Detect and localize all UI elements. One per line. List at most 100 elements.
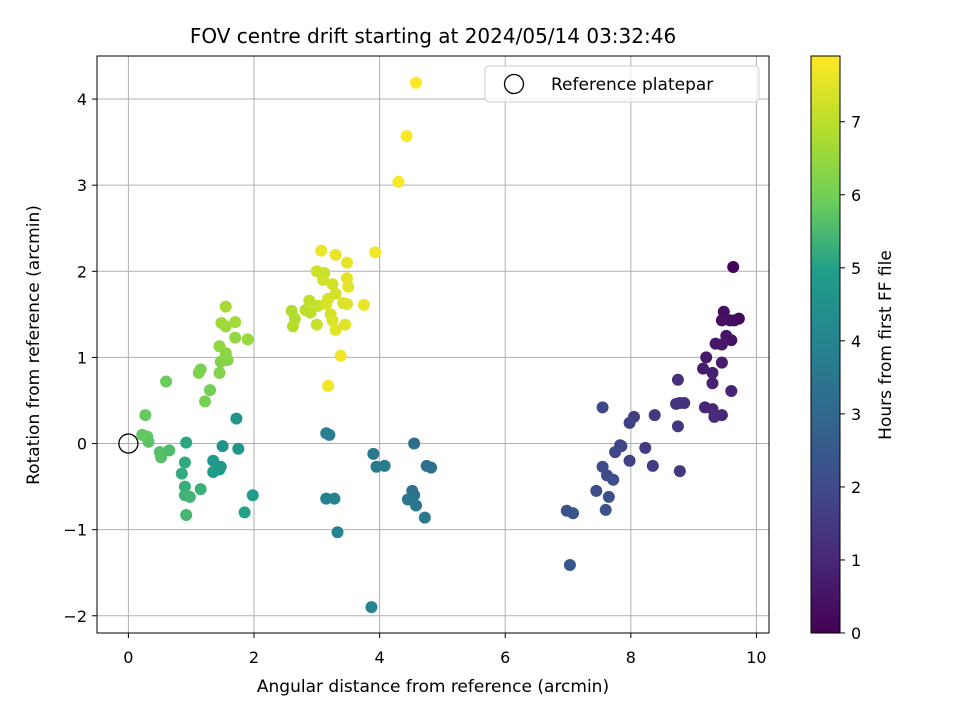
scatter-point — [708, 410, 721, 423]
scatter-point — [329, 248, 342, 261]
scatter-point — [317, 273, 330, 286]
scatter-point — [329, 323, 342, 336]
scatter-point — [596, 401, 609, 414]
scatter-point — [238, 506, 251, 519]
scatter-point — [418, 511, 431, 524]
colorbar-tick-label: 3 — [851, 405, 861, 424]
scatter-point — [340, 272, 353, 285]
scatter-point — [700, 351, 713, 364]
x-tick-label: 2 — [249, 648, 259, 667]
scatter-point — [213, 366, 226, 379]
scatter-point — [194, 483, 207, 496]
scatter-point — [410, 76, 423, 89]
legend-reference-label: Reference platepar — [551, 75, 713, 95]
colorbar-tick-label: 4 — [851, 332, 861, 351]
scatter-point — [303, 294, 316, 307]
x-tick-label: 8 — [626, 648, 636, 667]
scatter-point — [648, 409, 661, 422]
scatter-point — [160, 375, 173, 388]
y-tick-label: 3 — [77, 176, 87, 195]
scatter-point — [136, 428, 149, 441]
scatter-point — [175, 467, 188, 480]
scatter-point — [180, 436, 193, 449]
x-tick-label: 4 — [375, 648, 385, 667]
y-tick-label: 1 — [77, 348, 87, 367]
scatter-point — [671, 420, 684, 433]
colorbar-tick-label: 1 — [851, 551, 861, 570]
y-tick-label: 4 — [77, 90, 87, 109]
y-tick-label: −2 — [63, 607, 87, 626]
scatter-point — [241, 333, 254, 346]
scatter-points — [136, 76, 745, 614]
scatter-point — [365, 601, 378, 614]
scatter-point — [215, 316, 228, 329]
scatter-point — [706, 366, 719, 379]
scatter-point — [322, 379, 335, 392]
scatter-point — [725, 385, 738, 398]
y-tick-label: 0 — [77, 435, 87, 454]
grid-lines — [97, 56, 769, 633]
scatter-point — [183, 490, 196, 503]
y-axis-ticks: −2 −1 0 1 2 3 4 — [63, 90, 97, 626]
scatter-point — [204, 384, 217, 397]
scatter-point — [378, 459, 391, 472]
scatter-point — [715, 356, 728, 369]
scatter-point — [670, 397, 683, 410]
legend-box — [484, 65, 760, 103]
y-tick-label: 2 — [77, 262, 87, 281]
scatter-point — [163, 444, 176, 457]
scatter-point — [727, 260, 740, 273]
scatter-point — [178, 480, 191, 493]
scatter-point — [246, 489, 259, 502]
plot-frame — [96, 55, 770, 634]
scatter-point — [671, 373, 684, 386]
scatter-point — [326, 278, 339, 291]
scatter-point — [320, 298, 333, 311]
scatter-point — [310, 318, 323, 331]
scatter-point — [329, 287, 342, 300]
scatter-point — [199, 395, 212, 408]
x-axis-label: Angular distance from reference (arcmin) — [257, 677, 609, 697]
scatter-point — [216, 440, 229, 453]
legend: Reference platepar — [484, 65, 760, 103]
scatter-point — [425, 461, 438, 474]
colorbar-tick-label: 2 — [851, 478, 861, 497]
scatter-point — [400, 130, 413, 143]
x-tick-label: 6 — [500, 648, 510, 667]
scatter-point — [340, 298, 353, 311]
y-tick-label: −1 — [63, 521, 87, 540]
scatter-point — [715, 338, 728, 351]
colorbar-tick-label: 0 — [851, 624, 861, 643]
scatter-point — [310, 265, 323, 278]
scatter-point — [408, 437, 421, 450]
scatter-point — [326, 314, 339, 327]
colorbar-tick-label: 7 — [851, 113, 861, 132]
y-axis-label: Rotation from reference (arcmin) — [24, 205, 44, 485]
scatter-point — [286, 320, 299, 333]
scatter-point — [155, 451, 168, 464]
colorbar — [810, 55, 841, 634]
scatter-point — [673, 465, 686, 478]
reference-platepar-marker — [118, 433, 139, 454]
scatter-point — [229, 331, 242, 344]
scatter-point — [602, 490, 615, 503]
scatter-point — [219, 300, 232, 313]
scatter-point — [367, 447, 380, 460]
chart-title: FOV centre drift starting at 2024/05/14 … — [190, 24, 676, 48]
scatter-point — [590, 484, 603, 497]
scatter-point — [706, 377, 719, 390]
scatter-point — [178, 456, 191, 469]
scatter-point — [339, 318, 352, 331]
scatter-point — [609, 446, 622, 459]
reference-marker-layer — [118, 433, 139, 454]
scatter-point — [340, 256, 353, 269]
legend-reference-marker — [503, 73, 525, 95]
colorbar-tick-label: 6 — [851, 186, 861, 205]
colorbar-ticks: 0 1 2 3 4 5 6 7 — [840, 113, 861, 643]
scatter-point — [331, 526, 344, 539]
scatter-point — [599, 503, 612, 516]
scatter-point — [139, 409, 152, 422]
colorbar-tick-label: 5 — [851, 259, 861, 278]
scatter-point — [323, 428, 336, 441]
